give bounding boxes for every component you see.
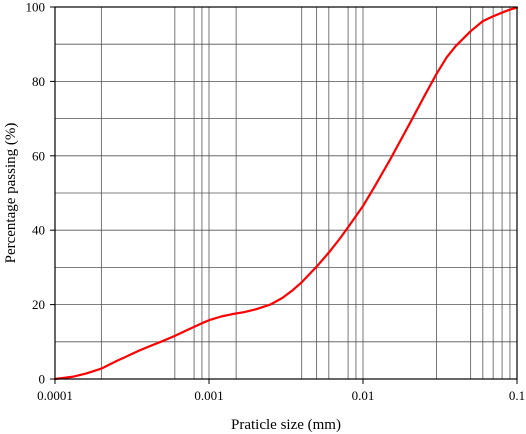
series-layer [53, 6, 519, 381]
y-tick-label: 0 [39, 372, 46, 387]
y-tick-label: 40 [32, 223, 45, 238]
x-tick-label: 0.0001 [37, 388, 73, 403]
x-axis-label: Praticle size (mm) [231, 417, 341, 433]
series-line [53, 6, 519, 381]
y-axis-label: Percentage passing (%) [3, 123, 19, 264]
tick-labels: 0.0001 0.001 0.01 0.1 0 20 40 60 80 100 [26, 0, 526, 403]
plot-frame [54, 6, 518, 380]
y-tick-label: 100 [26, 0, 46, 15]
y-tick-label: 80 [32, 74, 45, 89]
tick-marks [50, 6, 518, 384]
x-tick-label: 0.01 [352, 388, 375, 403]
x-tick-label: 0.001 [194, 388, 223, 403]
y-tick-label: 60 [32, 148, 45, 163]
grid-lines [55, 7, 517, 379]
y-tick-label: 20 [32, 297, 45, 312]
x-tick-label: 0.1 [509, 388, 525, 403]
